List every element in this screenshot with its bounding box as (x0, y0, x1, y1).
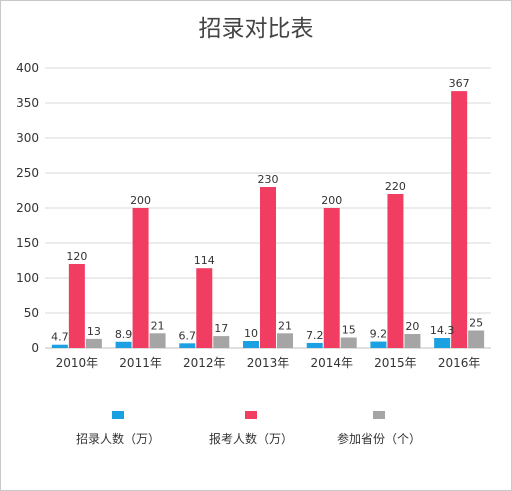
data-label: 367 (449, 77, 470, 90)
data-label: 6.7 (179, 329, 197, 342)
data-label: 21 (278, 319, 292, 332)
bars (51, 91, 485, 348)
data-label: 10 (244, 327, 258, 340)
data-label: 9.2 (370, 328, 388, 341)
data-label: 200 (130, 194, 151, 207)
data-label: 21 (151, 319, 165, 332)
bar-3-6 (404, 334, 421, 348)
y-tick-label: 350 (16, 96, 39, 110)
data-labels: 4.7 120 13 8.9 200 21 6.7 114 17 10 230 21 7.2 200 15 9… (51, 77, 483, 344)
bar-3-3 (213, 336, 230, 348)
legend-swatch (112, 411, 124, 419)
bar-2-5 (323, 208, 340, 348)
bar-1-6 (370, 341, 387, 348)
bar-1-5 (306, 342, 323, 348)
bar-3-4 (277, 333, 293, 348)
data-label: 8.9 (115, 328, 133, 341)
data-label: 120 (66, 250, 87, 263)
bar-2-2 (132, 208, 149, 348)
bar-2-6 (387, 194, 404, 348)
legend: 招录人数（万） 报考人数（万） 参加省份（个） (76, 411, 421, 446)
y-tick-label: 200 (16, 201, 39, 215)
legend-label: 参加省份（个） (337, 431, 421, 446)
bar-1-1 (51, 344, 68, 348)
data-label: 13 (87, 325, 101, 338)
x-tick-label: 2010年 (56, 356, 99, 370)
data-label: 220 (385, 180, 406, 193)
bar-3-2 (149, 333, 166, 348)
data-label: 15 (342, 324, 356, 337)
y-tick-label: 250 (16, 166, 39, 180)
x-tick-label: 2013年 (247, 356, 290, 370)
bar-2-1 (68, 264, 85, 348)
legend-swatch (373, 411, 385, 419)
y-tick-label: 400 (16, 61, 39, 75)
x-tick-label: 2011年 (119, 356, 162, 370)
legend-label: 报考人数（万） (209, 431, 293, 446)
bar-3-5 (340, 337, 357, 348)
bar-2-4 (260, 187, 276, 348)
data-label: 25 (469, 317, 483, 330)
data-label: 200 (321, 194, 342, 207)
y-tick-label: 100 (16, 271, 39, 285)
data-label: 114 (194, 254, 215, 267)
bar-1-3 (179, 343, 196, 348)
bar-3-1 (85, 338, 102, 348)
data-label: 17 (214, 322, 228, 335)
y-tick-label: 0 (31, 341, 39, 355)
y-tick-label: 300 (16, 131, 39, 145)
legend-label: 招录人数（万） (76, 431, 160, 446)
x-tick-label: 2015年 (374, 356, 417, 370)
bar-3-7 (468, 330, 485, 348)
bar-2-7 (451, 91, 468, 348)
x-axis: 2010年 2011年 2012年 2013年 2014年 2015年 2016年 (56, 356, 481, 370)
bar-1-7 (434, 337, 451, 348)
x-tick-label: 2012年 (183, 356, 226, 370)
y-tick-label: 50 (24, 306, 39, 320)
y-tick-label: 150 (16, 236, 39, 250)
legend-swatch (245, 411, 257, 419)
x-tick-label: 2016年 (438, 356, 481, 370)
data-label: 20 (405, 320, 419, 333)
bar-1-4 (243, 341, 259, 348)
x-tick-label: 2014年 (310, 356, 353, 370)
y-axis: 0 50 100 150 200 250 300 350 400 (16, 61, 39, 355)
bar-1-2 (115, 341, 132, 348)
data-label: 14.3 (430, 324, 455, 337)
data-label: 7.2 (306, 329, 324, 342)
data-label: 230 (258, 173, 279, 186)
data-label: 4.7 (51, 331, 69, 344)
chart-title: 招录对比表 (198, 16, 314, 42)
bar-2-3 (196, 268, 213, 348)
